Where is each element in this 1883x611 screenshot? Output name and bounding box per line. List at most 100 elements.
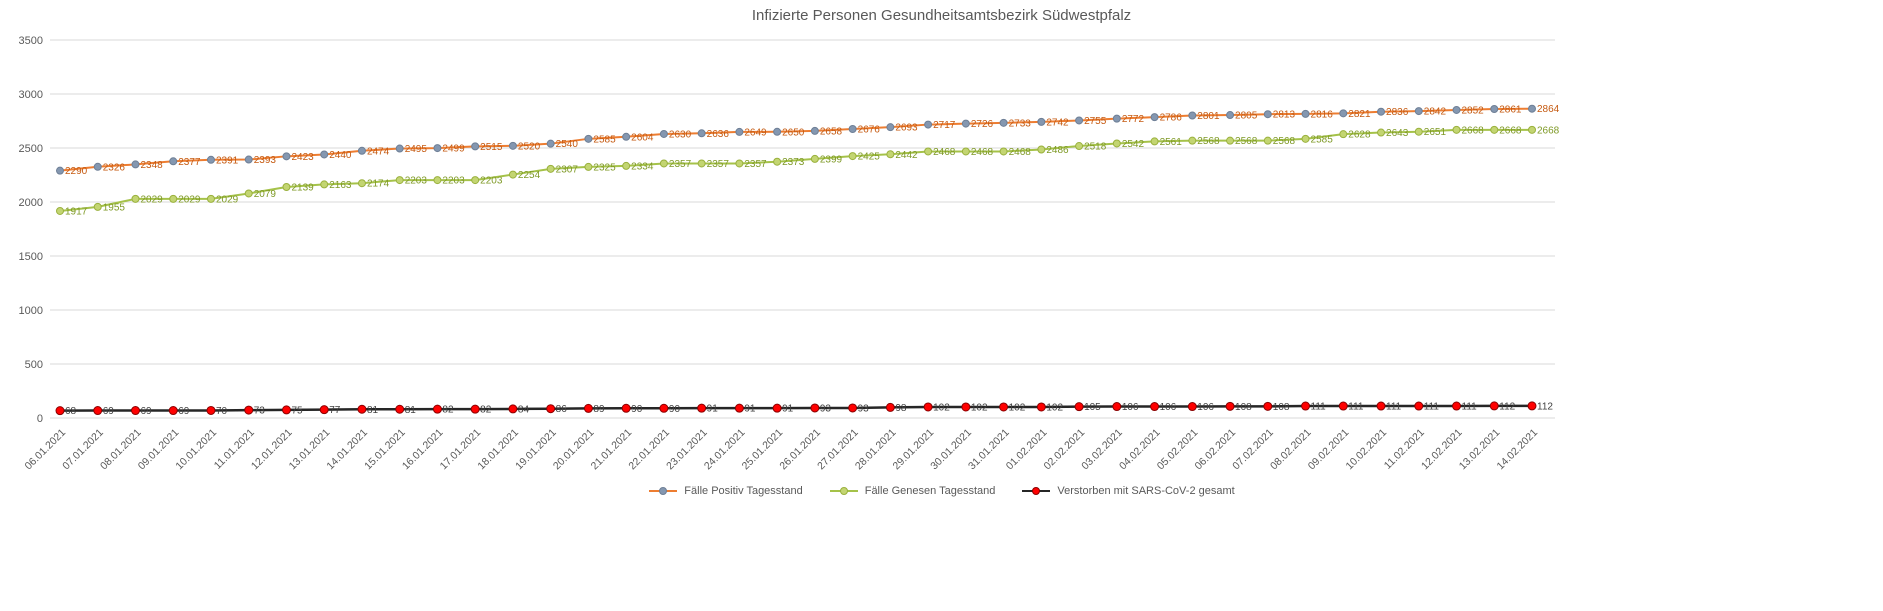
data-label: 2468 [1009, 147, 1032, 158]
data-point-marker [244, 189, 253, 198]
data-point-marker [1377, 107, 1386, 116]
data-point-marker [1414, 127, 1423, 136]
data-label: 2842 [1424, 107, 1447, 118]
y-axis-tick-label: 1000 [19, 305, 43, 317]
data-point-marker [961, 147, 970, 156]
data-point-marker [999, 147, 1008, 156]
data-label: 2717 [933, 120, 956, 131]
data-point-marker [508, 170, 517, 179]
data-label: 2357 [707, 159, 730, 170]
data-point-marker [395, 144, 404, 153]
data-point-marker [848, 124, 857, 133]
data-point-marker [1338, 401, 1348, 411]
data-point-marker [508, 141, 517, 150]
data-point-marker [810, 154, 819, 163]
data-label: 2816 [1311, 109, 1334, 120]
data-point-marker [1490, 105, 1499, 114]
data-point-marker [697, 129, 706, 138]
data-label: 82 [442, 405, 454, 416]
data-point-marker [206, 155, 215, 164]
data-label: 2650 [782, 127, 805, 138]
series-line-2 [59, 404, 1532, 412]
data-point-marker [583, 403, 593, 413]
data-point-marker [1376, 401, 1386, 411]
data-label: 102 [1046, 402, 1063, 413]
data-label: 2442 [895, 150, 918, 161]
data-point-marker [546, 164, 555, 173]
data-label: 2604 [631, 132, 654, 143]
data-label: 2658 [820, 126, 843, 137]
data-point-marker [508, 404, 518, 414]
data-label: 2425 [858, 152, 881, 163]
data-label: 111 [1386, 402, 1402, 413]
data-label: 2326 [103, 162, 126, 173]
data-label: 90 [631, 404, 643, 415]
data-label: 91 [707, 404, 719, 415]
data-point-marker [93, 162, 102, 171]
data-point-marker [659, 129, 668, 138]
data-point-marker [1225, 401, 1235, 411]
legend-item-genesen: Fälle Genesen Tagesstand [829, 485, 995, 497]
data-label: 106 [1197, 402, 1214, 413]
data-point-marker [320, 150, 329, 159]
data-point-marker [735, 159, 744, 168]
data-point-marker [735, 127, 744, 136]
data-label: 2821 [1348, 109, 1371, 120]
data-point-marker [659, 159, 668, 168]
data-point-marker [1188, 111, 1197, 120]
data-point-marker [1263, 110, 1272, 119]
data-point-marker [886, 150, 895, 159]
data-point-marker [470, 404, 480, 414]
data-point-marker [1452, 125, 1461, 134]
data-point-marker [357, 146, 366, 155]
data-label: 2373 [782, 157, 805, 168]
data-point-marker [1188, 136, 1197, 145]
data-point-marker [1037, 117, 1046, 126]
data-point-marker [281, 405, 291, 415]
data-point-marker [169, 157, 178, 166]
x-axis-tick-label: 10.01.2021 [173, 427, 219, 473]
data-label: 2742 [1046, 117, 1069, 128]
data-label: 81 [367, 405, 379, 416]
data-label: 1917 [65, 206, 88, 217]
data-point-marker [772, 403, 782, 413]
data-point-marker [1377, 128, 1386, 137]
data-label: 77 [329, 405, 341, 416]
data-point-marker [320, 180, 329, 189]
data-point-marker [206, 194, 215, 203]
data-label: 2585 [1311, 134, 1334, 145]
data-point-marker [546, 139, 555, 148]
data-label: 111 [1348, 402, 1364, 413]
data-point-marker [1301, 109, 1310, 118]
legend-line-icon [649, 487, 678, 495]
data-point-marker [1112, 402, 1122, 412]
data-label: 2423 [291, 152, 314, 163]
legend-line-icon [1022, 487, 1051, 495]
data-point-marker [924, 120, 933, 129]
data-label: 2357 [669, 159, 692, 170]
data-point-marker [130, 406, 140, 416]
data-label: 84 [518, 404, 530, 415]
data-label: 2254 [518, 170, 541, 181]
data-point-marker [93, 406, 103, 416]
data-point-marker [432, 404, 442, 414]
x-axis-tick-label: 14.02.2021 [1494, 427, 1540, 473]
data-point-marker [282, 152, 291, 161]
data-label: 2568 [1235, 136, 1258, 147]
data-label: 98 [895, 403, 907, 414]
data-label: 2568 [1273, 136, 1296, 147]
data-label: 2203 [442, 176, 465, 187]
data-point-marker [395, 176, 404, 185]
legend-label: Verstorben mit SARS-CoV-2 gesamt [1057, 485, 1235, 497]
chart-title: Infizierte Personen Gesundheitsamtsbezir… [751, 7, 1132, 24]
data-point-marker [546, 404, 556, 414]
data-point-marker [1414, 107, 1423, 116]
data-label: 106 [1160, 402, 1177, 413]
data-point-marker [961, 402, 971, 412]
data-label: 2307 [556, 164, 579, 175]
y-axis-tick-label: 2000 [19, 197, 43, 209]
data-label: 2499 [442, 144, 465, 155]
data-label: 69 [178, 406, 190, 417]
data-point-marker [697, 159, 706, 168]
